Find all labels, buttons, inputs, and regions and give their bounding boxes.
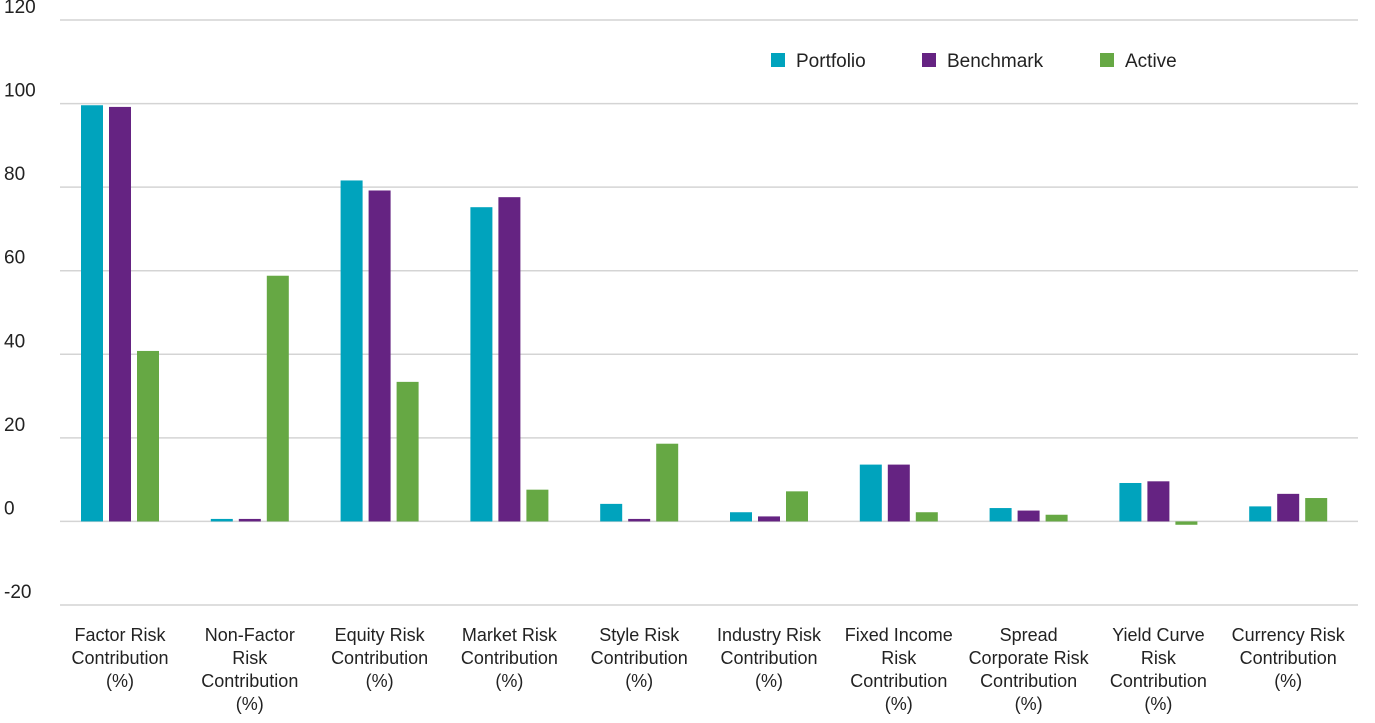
bar-active-4: [656, 443, 679, 522]
bar-active-6: [915, 512, 938, 522]
x-category-label-line: (%): [495, 671, 523, 691]
x-category-label-line: Factor Risk: [74, 625, 166, 645]
x-category-label-line: (%): [366, 671, 394, 691]
x-category-label-line: Risk: [1141, 648, 1177, 668]
x-category-label-line: Market Risk: [462, 625, 558, 645]
x-category-label-line: Contribution: [1240, 648, 1337, 668]
x-category-label-line: (%): [1144, 694, 1172, 714]
x-category-label-line: Corporate Risk: [969, 648, 1090, 668]
x-category-label: Factor Risk Contribution (%): [71, 625, 168, 691]
x-category-label: Market Risk Contribution (%): [461, 625, 558, 691]
bar-benchmark-2: [368, 190, 391, 522]
x-category-label-line: Contribution: [850, 671, 947, 691]
x-category-label-line: Yield Curve: [1112, 625, 1204, 645]
x-category-label-line: Contribution: [591, 648, 688, 668]
x-category-label-line: Style Risk: [599, 625, 680, 645]
x-category-label-line: Risk: [232, 648, 268, 668]
y-tick-label: -20: [4, 582, 31, 603]
legend-swatch-active: [1100, 53, 1114, 67]
bar-benchmark-4: [628, 518, 651, 522]
x-category-label: Industry Risk Contribution (%): [717, 625, 822, 691]
x-category-label-line: Contribution: [201, 671, 298, 691]
bar-portfolio-4: [600, 503, 623, 522]
y-axis-tick-labels: -20 0 20 40 60 80 100 120: [4, 0, 36, 603]
x-category-label-line: Currency Risk: [1232, 625, 1346, 645]
bar-portfolio-5: [730, 512, 752, 522]
legend: Portfolio Benchmark Active: [771, 51, 1177, 72]
x-category-label: Currency Risk Contribution (%): [1232, 625, 1346, 691]
x-category-label-line: (%): [1015, 694, 1043, 714]
x-category-label-line: (%): [625, 671, 653, 691]
x-category-label-line: Contribution: [720, 648, 817, 668]
bar-active-0: [137, 350, 159, 522]
bar-portfolio-0: [81, 105, 103, 522]
bar-portfolio-2: [340, 180, 363, 522]
bar-active-7: [1045, 514, 1068, 522]
bar-portfolio-3: [470, 207, 493, 522]
bar-benchmark-8: [1147, 481, 1170, 522]
bar-active-5: [786, 491, 808, 522]
x-category-label-line: (%): [885, 694, 913, 714]
y-tick-label: 100: [4, 81, 36, 102]
bar-active-8: [1175, 521, 1198, 525]
bar-benchmark-7: [1017, 510, 1040, 522]
x-category-label-line: (%): [106, 671, 134, 691]
bars: [81, 105, 1328, 525]
y-tick-label: 80: [4, 164, 25, 185]
x-category-label-line: Spread: [1000, 625, 1058, 645]
bar-active-2: [396, 381, 419, 522]
y-tick-label: 20: [4, 415, 25, 436]
x-category-label-line: (%): [1274, 671, 1302, 691]
x-category-label-line: Fixed Income: [845, 625, 953, 645]
bar-portfolio-1: [210, 518, 233, 522]
x-axis-category-labels: Factor Risk Contribution (%) Non-Factor Risk…: [71, 625, 1345, 714]
x-category-label-line: Contribution: [1110, 671, 1207, 691]
x-category-label: Fixed Income Risk Contribution (%): [845, 625, 953, 714]
x-category-label-line: Contribution: [71, 648, 168, 668]
bar-portfolio-9: [1249, 506, 1272, 522]
bar-active-3: [526, 489, 549, 522]
x-category-label: Non-Factor Risk Contribution (%): [201, 625, 298, 714]
bar-portfolio-7: [989, 508, 1012, 522]
x-category-label: Spread Corporate Risk Contribution (%): [969, 625, 1090, 714]
x-category-label-line: Risk: [881, 648, 917, 668]
x-category-label-line: (%): [755, 671, 783, 691]
legend-label-benchmark: Benchmark: [947, 51, 1044, 72]
x-category-label: Style Risk Contribution (%): [591, 625, 688, 691]
legend-label-portfolio: Portfolio: [796, 51, 866, 72]
x-category-label-line: Industry Risk: [717, 625, 822, 645]
x-category-label-line: Contribution: [331, 648, 428, 668]
legend-swatch-portfolio: [771, 53, 785, 67]
legend-label-active: Active: [1125, 51, 1177, 72]
x-category-label-line: Contribution: [461, 648, 558, 668]
bar-portfolio-6: [859, 464, 882, 522]
legend-swatch-benchmark: [922, 53, 936, 67]
bar-benchmark-1: [238, 518, 261, 522]
y-tick-label: 0: [4, 498, 15, 519]
bar-benchmark-3: [498, 197, 521, 522]
y-tick-label: 120: [4, 0, 36, 18]
bar-portfolio-8: [1119, 482, 1142, 522]
x-category-label-line: Contribution: [980, 671, 1077, 691]
y-tick-label: 40: [4, 331, 25, 352]
bar-benchmark-6: [887, 464, 910, 522]
bar-benchmark-9: [1277, 493, 1300, 522]
bar-active-9: [1305, 498, 1328, 522]
x-category-label: Yield Curve Risk Contribution (%): [1110, 625, 1207, 714]
y-tick-label: 60: [4, 248, 25, 269]
bar-benchmark-0: [109, 106, 131, 522]
x-category-label-line: Equity Risk: [335, 625, 426, 645]
bar-active-1: [266, 275, 289, 522]
x-category-label-line: Non-Factor: [205, 625, 295, 645]
x-category-label: Equity Risk Contribution (%): [331, 625, 428, 691]
x-category-label-line: (%): [236, 694, 264, 714]
bar-benchmark-5: [758, 516, 780, 522]
